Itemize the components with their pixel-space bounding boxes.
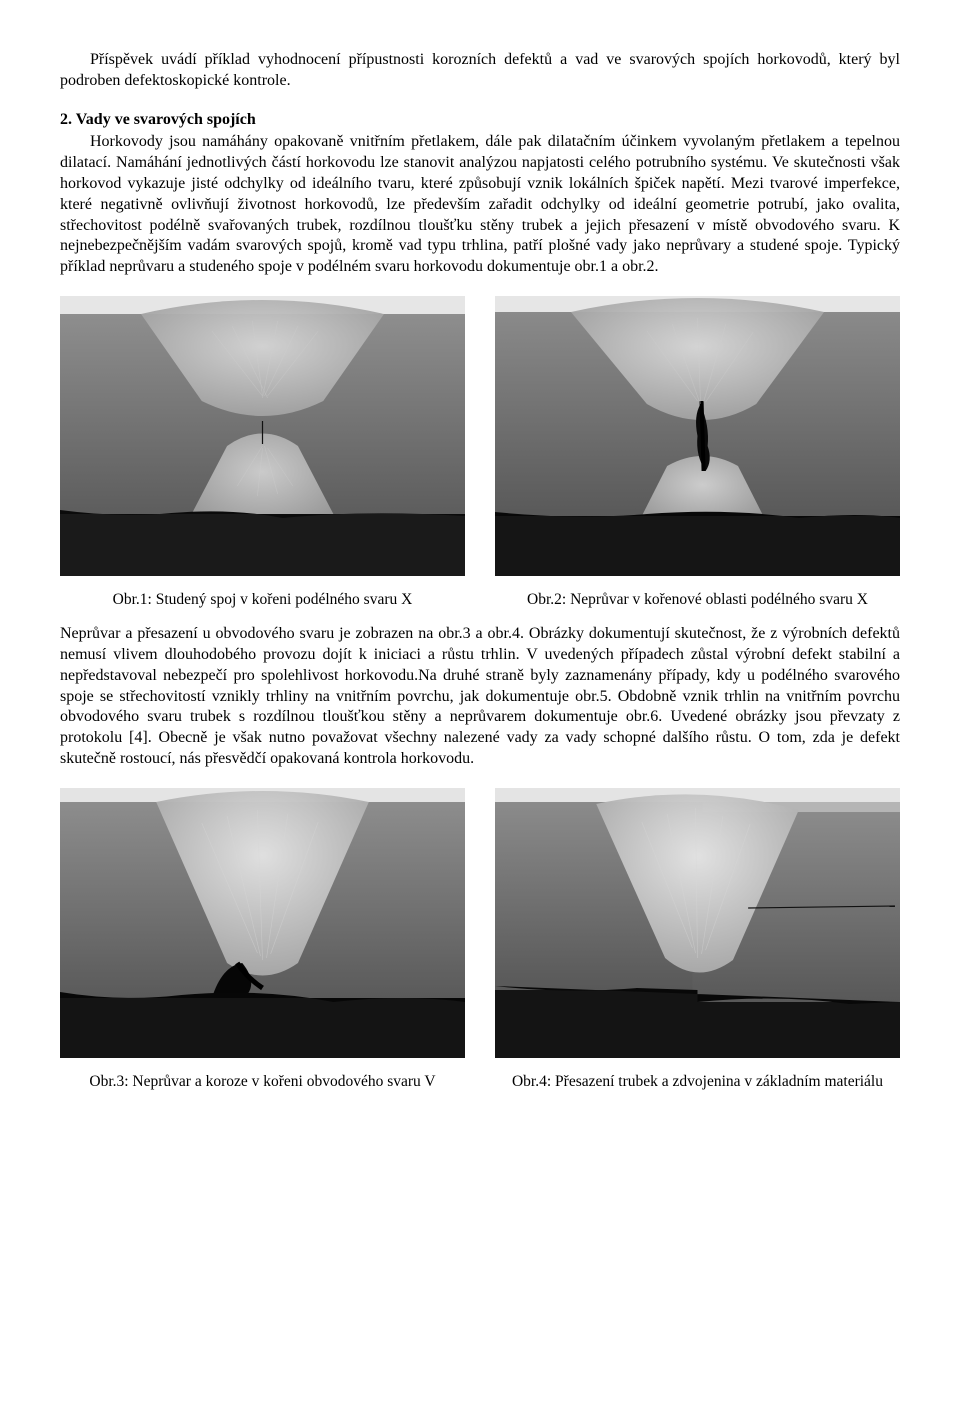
section2-body: Horkovody jsou namáhány opakovaně vnitřn… — [60, 132, 900, 278]
figure-2-caption: Obr.2: Neprůvar v kořenové oblasti podél… — [527, 590, 868, 610]
figure-4: Obr.4: Přesazení trubek a zdvojenina v z… — [495, 788, 900, 1092]
figure-3: Obr.3: Neprůvar a koroze v kořeni obvodo… — [60, 788, 465, 1092]
intro-paragraph: Příspěvek uvádí příklad vyhodnocení příp… — [60, 50, 900, 92]
figure-3-caption: Obr.3: Neprůvar a koroze v kořeni obvodo… — [89, 1072, 435, 1092]
figure-1-image — [60, 296, 465, 576]
figure-3-image — [60, 788, 465, 1058]
figure-2: Obr.2: Neprůvar v kořenové oblasti podél… — [495, 296, 900, 610]
figure-1-caption: Obr.1: Studený spoj v kořeni podélného s… — [113, 590, 413, 610]
figure-1: Obr.1: Studený spoj v kořeni podélného s… — [60, 296, 465, 610]
figure-4-image — [495, 788, 900, 1058]
figure-row-3-4: Obr.3: Neprůvar a koroze v kořeni obvodo… — [60, 788, 900, 1092]
figure-4-caption: Obr.4: Přesazení trubek a zdvojenina v z… — [512, 1072, 883, 1092]
section2-title: 2. Vady ve svarových spojích — [60, 110, 900, 131]
paragraph-3: Neprůvar a přesazení u obvodového svaru … — [60, 624, 900, 770]
figure-row-1-2: Obr.1: Studený spoj v kořeni podélného s… — [60, 296, 900, 610]
figure-2-image — [495, 296, 900, 576]
